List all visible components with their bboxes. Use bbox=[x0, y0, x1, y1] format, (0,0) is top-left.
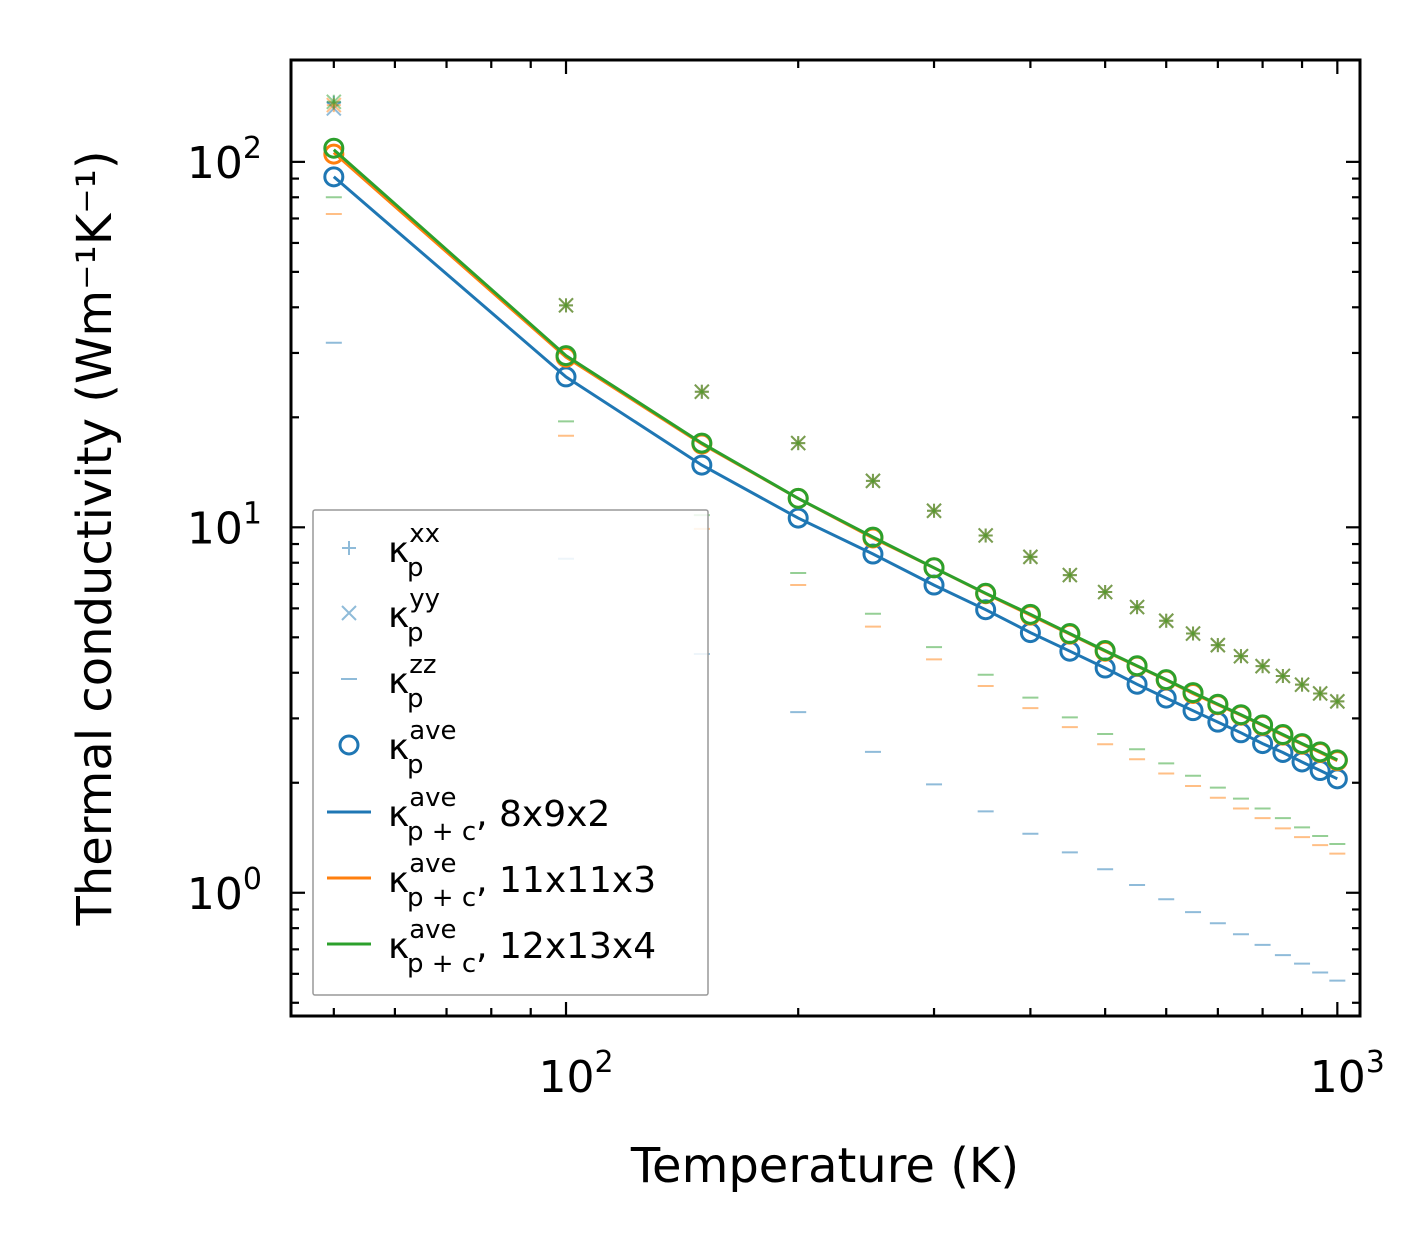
kyy-point bbox=[1254, 658, 1271, 674]
kyy-point bbox=[1329, 693, 1346, 710]
kpc-line-8x9x2 bbox=[332, 175, 1338, 781]
kave-point bbox=[1182, 682, 1204, 704]
legend-plus-icon bbox=[342, 541, 356, 555]
legend-label: κyy p bbox=[388, 584, 440, 648]
kave-point bbox=[323, 166, 345, 188]
plot-frame bbox=[289, 58, 1362, 1018]
kave-point bbox=[1326, 768, 1348, 790]
major-ticks bbox=[291, 60, 1360, 1016]
kyy-point bbox=[326, 94, 342, 110]
kyy-point bbox=[865, 473, 881, 489]
legend-label: κxx p bbox=[388, 519, 440, 583]
kyy-point bbox=[1022, 549, 1039, 565]
legend-label: κave p + c, 12x13x4 bbox=[388, 915, 656, 979]
kyy-point bbox=[1158, 613, 1174, 629]
legend-frame bbox=[312, 509, 709, 996]
kave-point bbox=[1272, 724, 1294, 746]
legend-label: κzz p bbox=[388, 650, 437, 714]
kpc-line-12x13x4 bbox=[332, 148, 1338, 762]
x-tick-label: 102 bbox=[538, 1045, 613, 1103]
kave-point bbox=[1155, 669, 1177, 691]
y-axis-label: Thermal conductivity (Wm⁻¹K⁻¹) bbox=[67, 150, 123, 926]
kave-point bbox=[1309, 741, 1331, 763]
kave-point bbox=[555, 345, 577, 367]
kave-point bbox=[555, 366, 577, 388]
kyy-point bbox=[926, 503, 942, 519]
kave-point bbox=[975, 599, 997, 621]
kyy-point bbox=[977, 527, 994, 544]
kave-point bbox=[1126, 655, 1148, 677]
y-tick-label: 100 bbox=[187, 862, 262, 920]
y-tick-label: 102 bbox=[187, 131, 262, 189]
kyy-point bbox=[790, 435, 806, 451]
kave-point bbox=[975, 582, 997, 604]
kave-point bbox=[1326, 749, 1348, 771]
legend-label: κave p + c, 8x9x2 bbox=[388, 783, 610, 847]
legend-x-icon bbox=[341, 605, 357, 621]
y-tick-label: 101 bbox=[187, 496, 262, 554]
series-12x13x4 bbox=[323, 94, 1348, 845]
legend-circle-icon bbox=[338, 734, 360, 756]
x-tick-label: 103 bbox=[1310, 1045, 1385, 1103]
kave-point bbox=[323, 143, 345, 165]
plot-area bbox=[323, 94, 1348, 982]
kave-point bbox=[323, 137, 345, 159]
kyy-point bbox=[1129, 599, 1145, 615]
kyy-point bbox=[1275, 668, 1291, 684]
kave-point bbox=[1094, 640, 1116, 662]
legend-label: κave p bbox=[388, 716, 457, 780]
x-axis-label: Temperature (K) bbox=[630, 1138, 1019, 1194]
kave-point bbox=[691, 432, 713, 454]
kyy-point bbox=[1185, 625, 1201, 642]
kave-point bbox=[1019, 603, 1041, 625]
kave-point bbox=[862, 526, 884, 548]
kyy-point bbox=[1062, 567, 1078, 583]
kave-point bbox=[1252, 714, 1274, 736]
kyy-point bbox=[1097, 584, 1113, 600]
kave-point bbox=[1207, 693, 1229, 715]
kave-point bbox=[1059, 623, 1081, 645]
kave-point bbox=[1291, 733, 1313, 755]
tick-labels: 102 103 100 101 102 bbox=[187, 131, 1385, 1103]
kave-point bbox=[1230, 704, 1252, 726]
kave-point bbox=[923, 557, 945, 579]
kyy-point bbox=[1294, 676, 1310, 693]
kyy-point bbox=[1233, 648, 1249, 664]
kyy-point bbox=[1312, 685, 1328, 702]
legend-label: κave p + c, 11x11x3 bbox=[388, 849, 656, 913]
kave-point bbox=[787, 487, 809, 509]
kyy-point bbox=[558, 297, 574, 314]
kyy-point bbox=[694, 384, 710, 400]
kave-point bbox=[691, 454, 713, 476]
kave-point bbox=[787, 507, 809, 529]
kyy-point bbox=[1210, 637, 1226, 653]
